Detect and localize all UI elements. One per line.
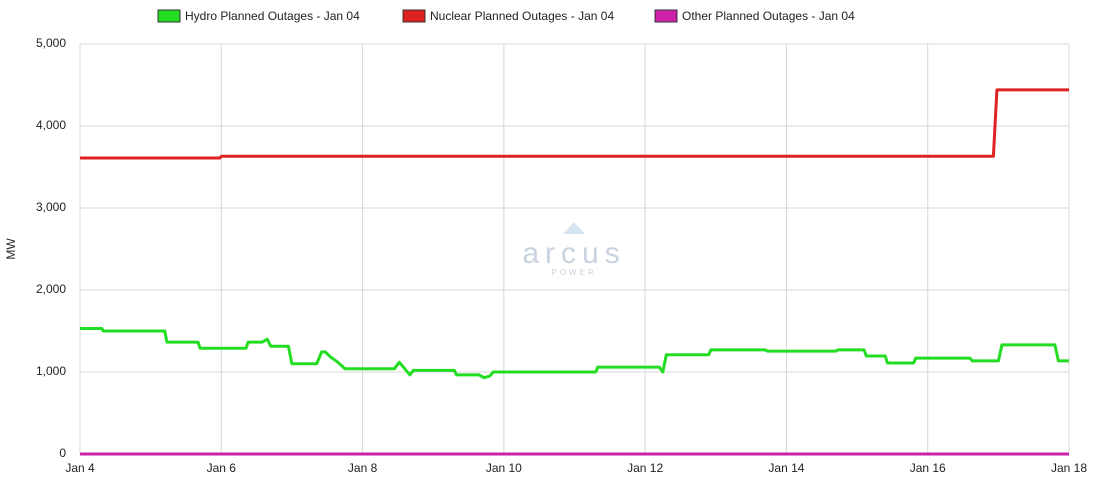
x-tick-label: Jan 18 [1051, 461, 1087, 475]
legend-swatch [654, 9, 678, 23]
watermark-logo [563, 222, 585, 234]
legend-label: Other Planned Outages - Jan 04 [682, 9, 855, 23]
series-line [80, 88, 1069, 160]
series-line [80, 327, 1069, 380]
y-tick-label: 3,000 [36, 200, 66, 214]
y-tick-label: 5,000 [36, 36, 66, 50]
y-axis-label: MW [4, 238, 18, 260]
x-tick-label: Jan 16 [910, 461, 946, 475]
y-tick-label: 0 [59, 446, 66, 460]
x-tick-label: Jan 12 [627, 461, 663, 475]
legend-swatch [157, 9, 181, 23]
legend-swatch [402, 9, 426, 23]
x-tick-label: Jan 10 [486, 461, 522, 475]
x-tick-label: Jan 8 [348, 461, 378, 475]
y-tick-label: 2,000 [36, 282, 66, 296]
y-tick-label: 1,000 [36, 364, 66, 378]
x-tick-label: Jan 14 [768, 461, 804, 475]
x-tick-label: Jan 6 [207, 461, 237, 475]
legend-label: Hydro Planned Outages - Jan 04 [185, 9, 360, 23]
y-tick-label: 4,000 [36, 118, 66, 132]
watermark-tagline: POWER [551, 268, 596, 277]
legend-label: Nuclear Planned Outages - Jan 04 [430, 9, 614, 23]
watermark: arcus [522, 237, 625, 270]
x-tick-label: Jan 4 [65, 461, 95, 475]
